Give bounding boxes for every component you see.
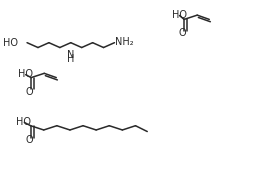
Text: HO: HO: [18, 69, 33, 79]
Text: H: H: [67, 54, 75, 64]
Text: O: O: [179, 28, 186, 38]
Text: N: N: [67, 50, 75, 60]
Text: NH₂: NH₂: [115, 37, 134, 47]
Text: HO: HO: [16, 117, 31, 127]
Text: HO: HO: [172, 10, 187, 20]
Text: O: O: [26, 135, 33, 146]
Text: O: O: [26, 87, 33, 97]
Text: HO: HO: [3, 38, 18, 48]
